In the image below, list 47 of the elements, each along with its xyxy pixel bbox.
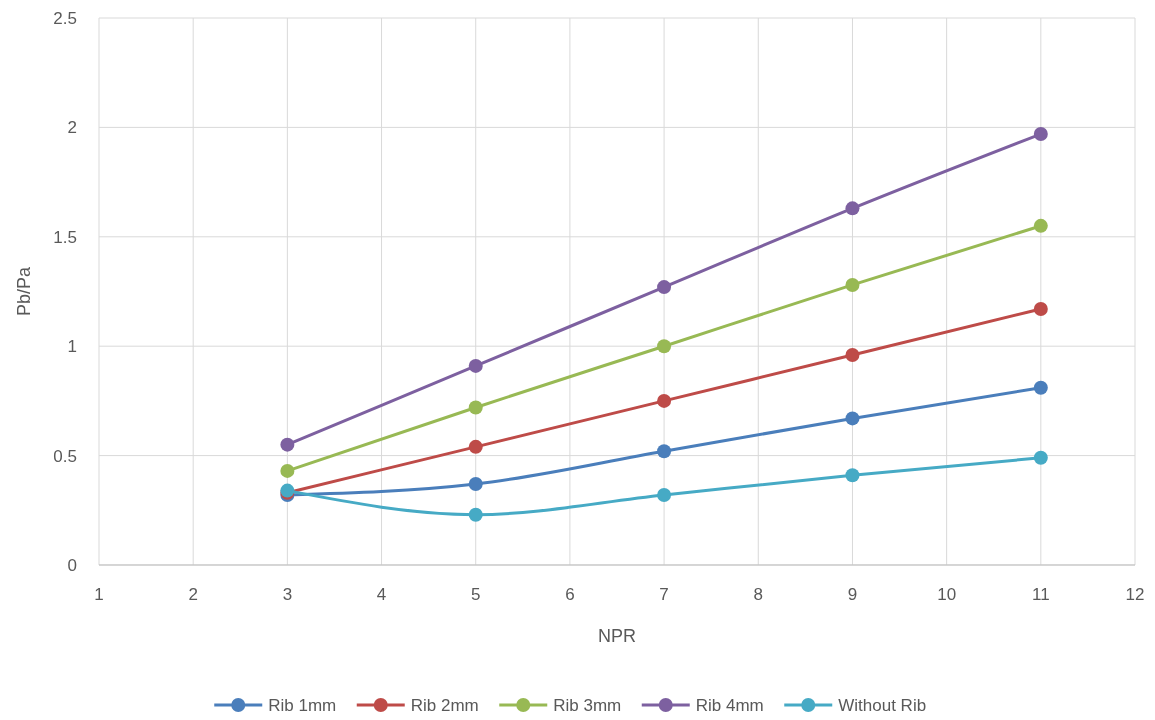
point	[657, 444, 672, 459]
x-tick-label: 2	[188, 585, 198, 604]
y-tick-label: 0	[67, 556, 77, 575]
x-tick-label: 7	[659, 585, 669, 604]
legend-label: Rib 4mm	[695, 696, 764, 715]
point	[845, 201, 860, 216]
y-tick-label: 0.5	[53, 446, 77, 466]
point	[1033, 380, 1048, 395]
point	[468, 439, 483, 454]
legend-label: Rib 3mm	[553, 696, 622, 715]
x-tick-label: 4	[376, 585, 387, 604]
x-tick-label: 11	[1031, 585, 1050, 604]
y-tick-label: 1	[67, 337, 77, 357]
x-tick-label: 12	[1125, 585, 1145, 604]
y-axis-title: Pb/Pa	[14, 266, 34, 317]
point	[280, 463, 295, 478]
point	[468, 400, 483, 415]
y-tick-label: 2	[67, 118, 77, 138]
x-axis-title: NPR	[597, 626, 637, 646]
point	[845, 277, 860, 292]
point	[280, 437, 295, 452]
point	[468, 358, 483, 373]
point	[657, 339, 672, 354]
x-tick-label: 8	[753, 585, 764, 604]
legend-label: Without Rib	[838, 696, 927, 715]
x-tick-label: 6	[565, 585, 575, 604]
x-tick-label: 5	[470, 585, 481, 604]
point	[657, 280, 672, 295]
point	[845, 347, 860, 362]
point	[657, 393, 672, 408]
y-tick-label: 2.5	[53, 9, 77, 28]
point	[1033, 450, 1048, 465]
x-tick-label: 10	[937, 585, 957, 604]
point	[1033, 302, 1048, 316]
legend-label: Rib 2mm	[410, 696, 479, 715]
point	[1033, 218, 1048, 233]
point	[845, 411, 860, 426]
x-tick-label: 9	[847, 585, 858, 604]
point	[845, 468, 860, 483]
point	[657, 487, 672, 502]
legend-label: Rib 1mm	[268, 696, 337, 715]
x-tick-label: 3	[282, 585, 293, 604]
point	[1033, 126, 1048, 141]
point	[468, 477, 483, 492]
point	[468, 507, 483, 522]
y-tick-label: 1.5	[53, 227, 77, 247]
x-tick-label: 1	[94, 585, 104, 604]
